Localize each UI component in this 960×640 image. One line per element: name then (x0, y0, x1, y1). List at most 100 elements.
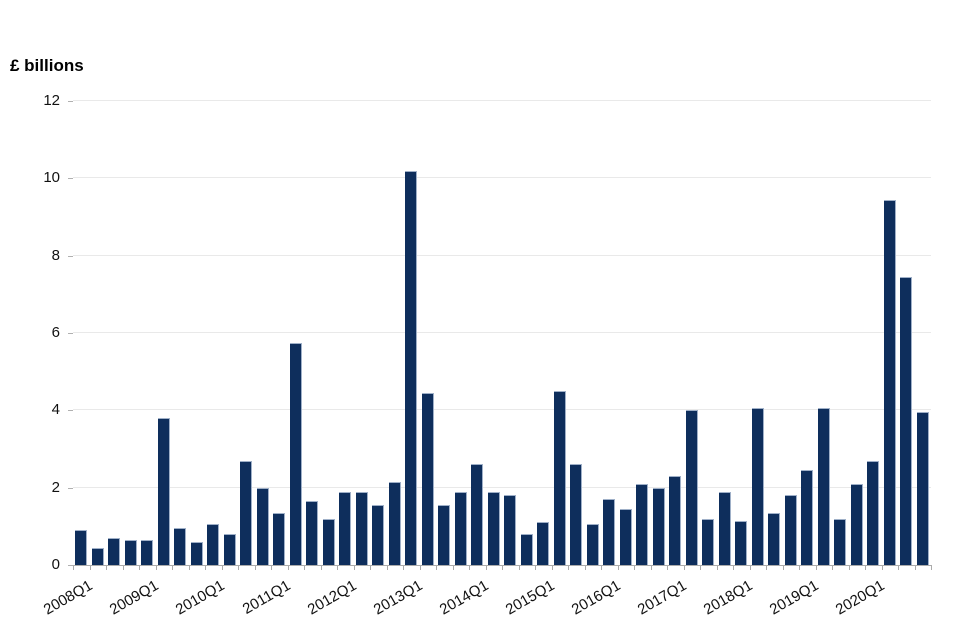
x-axis-tick (535, 566, 536, 570)
x-axis-tick (931, 566, 932, 570)
bar-2009Q2 (157, 418, 170, 565)
bar-2020Q2 (883, 200, 896, 565)
bar-2008Q4 (124, 540, 137, 565)
x-axis-tick (815, 566, 817, 570)
gridline-8 (73, 254, 931, 256)
y-axis-tick (68, 101, 73, 102)
x-axis-tick (865, 566, 866, 570)
x-axis-tick (700, 566, 701, 570)
bar-2011Q4 (322, 519, 335, 565)
y-axis-label-4: 4 (51, 401, 60, 419)
x-axis-tick (370, 566, 371, 570)
bar-2010Q1 (207, 524, 220, 565)
bar-2018Q4 (784, 495, 797, 565)
bar-2016Q3 (636, 484, 649, 565)
x-axis-tick (155, 566, 157, 570)
x-axis-tick (73, 566, 74, 570)
bar-2015Q1 (537, 522, 550, 565)
x-axis-tick (502, 566, 503, 570)
bar-2017Q4 (718, 492, 731, 565)
x-axis-tick (634, 566, 635, 570)
bar-2012Q2 (355, 492, 368, 565)
bar-2013Q1 (405, 171, 418, 565)
x-axis-tick (469, 566, 470, 570)
bar-2018Q2 (751, 408, 764, 565)
bar-2019Q4 (850, 484, 863, 565)
bar-2016Q2 (619, 509, 632, 565)
x-axis-tick (304, 566, 305, 570)
plot-area (73, 100, 931, 565)
x-axis-tick (271, 566, 272, 570)
x-axis-tick (716, 566, 718, 570)
y-axis-tick (68, 410, 73, 412)
x-axis-tick (848, 566, 850, 570)
x-axis-tick (749, 566, 751, 570)
y-axis-label-2: 2 (51, 478, 60, 496)
x-axis-tick (205, 566, 206, 570)
bar-2011Q2 (289, 343, 302, 565)
x-axis-line (72, 565, 932, 566)
x-axis-tick (89, 566, 91, 570)
bar-2020Q3 (900, 277, 913, 565)
bar-2008Q1 (75, 530, 88, 565)
bar-2012Q3 (372, 505, 385, 565)
x-axis-tick (287, 566, 289, 570)
x-axis-tick (419, 566, 421, 570)
y-axis-label-8: 8 (51, 246, 60, 264)
x-axis-tick (733, 566, 734, 570)
bar-2015Q4 (586, 524, 599, 565)
x-axis-tick (518, 566, 520, 570)
x-axis-tick (667, 566, 668, 570)
x-axis-tick (254, 566, 256, 570)
x-axis-tick (485, 566, 487, 570)
x-axis-tick (353, 566, 355, 570)
y-axis-tick (68, 333, 73, 334)
x-axis-tick (551, 566, 553, 570)
bar-2017Q1 (669, 476, 682, 565)
x-axis-tick (568, 566, 569, 570)
bar-2014Q3 (504, 495, 517, 565)
x-axis-tick (188, 566, 190, 570)
bar-2017Q2 (685, 410, 698, 565)
bar-2020Q4 (916, 412, 929, 565)
bar-2016Q1 (603, 499, 616, 565)
y-axis-title: £ billions (10, 56, 84, 75)
x-axis-tick (914, 566, 916, 570)
gridline-6 (73, 332, 931, 333)
bar-2010Q4 (256, 488, 269, 565)
y-axis-label-12: 12 (43, 92, 60, 109)
bar-2012Q1 (339, 492, 352, 565)
bar-2010Q2 (223, 534, 236, 565)
bar-2019Q2 (817, 408, 830, 565)
bar-2013Q4 (454, 492, 467, 565)
bar-2016Q4 (652, 488, 665, 565)
y-axis-tick (68, 565, 73, 566)
gridline-10 (73, 177, 931, 179)
bar-2009Q3 (174, 528, 187, 565)
y-axis-label-0: 0 (51, 556, 60, 573)
x-axis-tick (106, 566, 107, 570)
y-axis-label-6: 6 (51, 324, 60, 341)
gridline-12 (73, 100, 931, 101)
x-axis-tick (617, 566, 619, 570)
bar-2015Q3 (570, 464, 583, 565)
bar-2012Q4 (388, 482, 401, 565)
y-axis-label-10: 10 (43, 169, 60, 187)
y-axis-tick (68, 178, 73, 180)
x-axis-tick (898, 566, 899, 570)
bar-2009Q4 (190, 542, 203, 565)
x-axis-tick (403, 566, 404, 570)
x-axis-tick (683, 566, 685, 570)
gridline-2 (73, 486, 931, 488)
x-axis-tick (782, 566, 784, 570)
bar-2011Q3 (306, 501, 319, 565)
gridline-4 (73, 409, 931, 411)
x-axis-tick (238, 566, 239, 570)
x-axis-tick (337, 566, 338, 570)
bar-2014Q4 (520, 534, 533, 565)
x-axis-tick (584, 566, 586, 570)
bar-2013Q3 (438, 505, 451, 565)
x-axis-tick (601, 566, 602, 570)
bar-2010Q3 (240, 461, 253, 565)
